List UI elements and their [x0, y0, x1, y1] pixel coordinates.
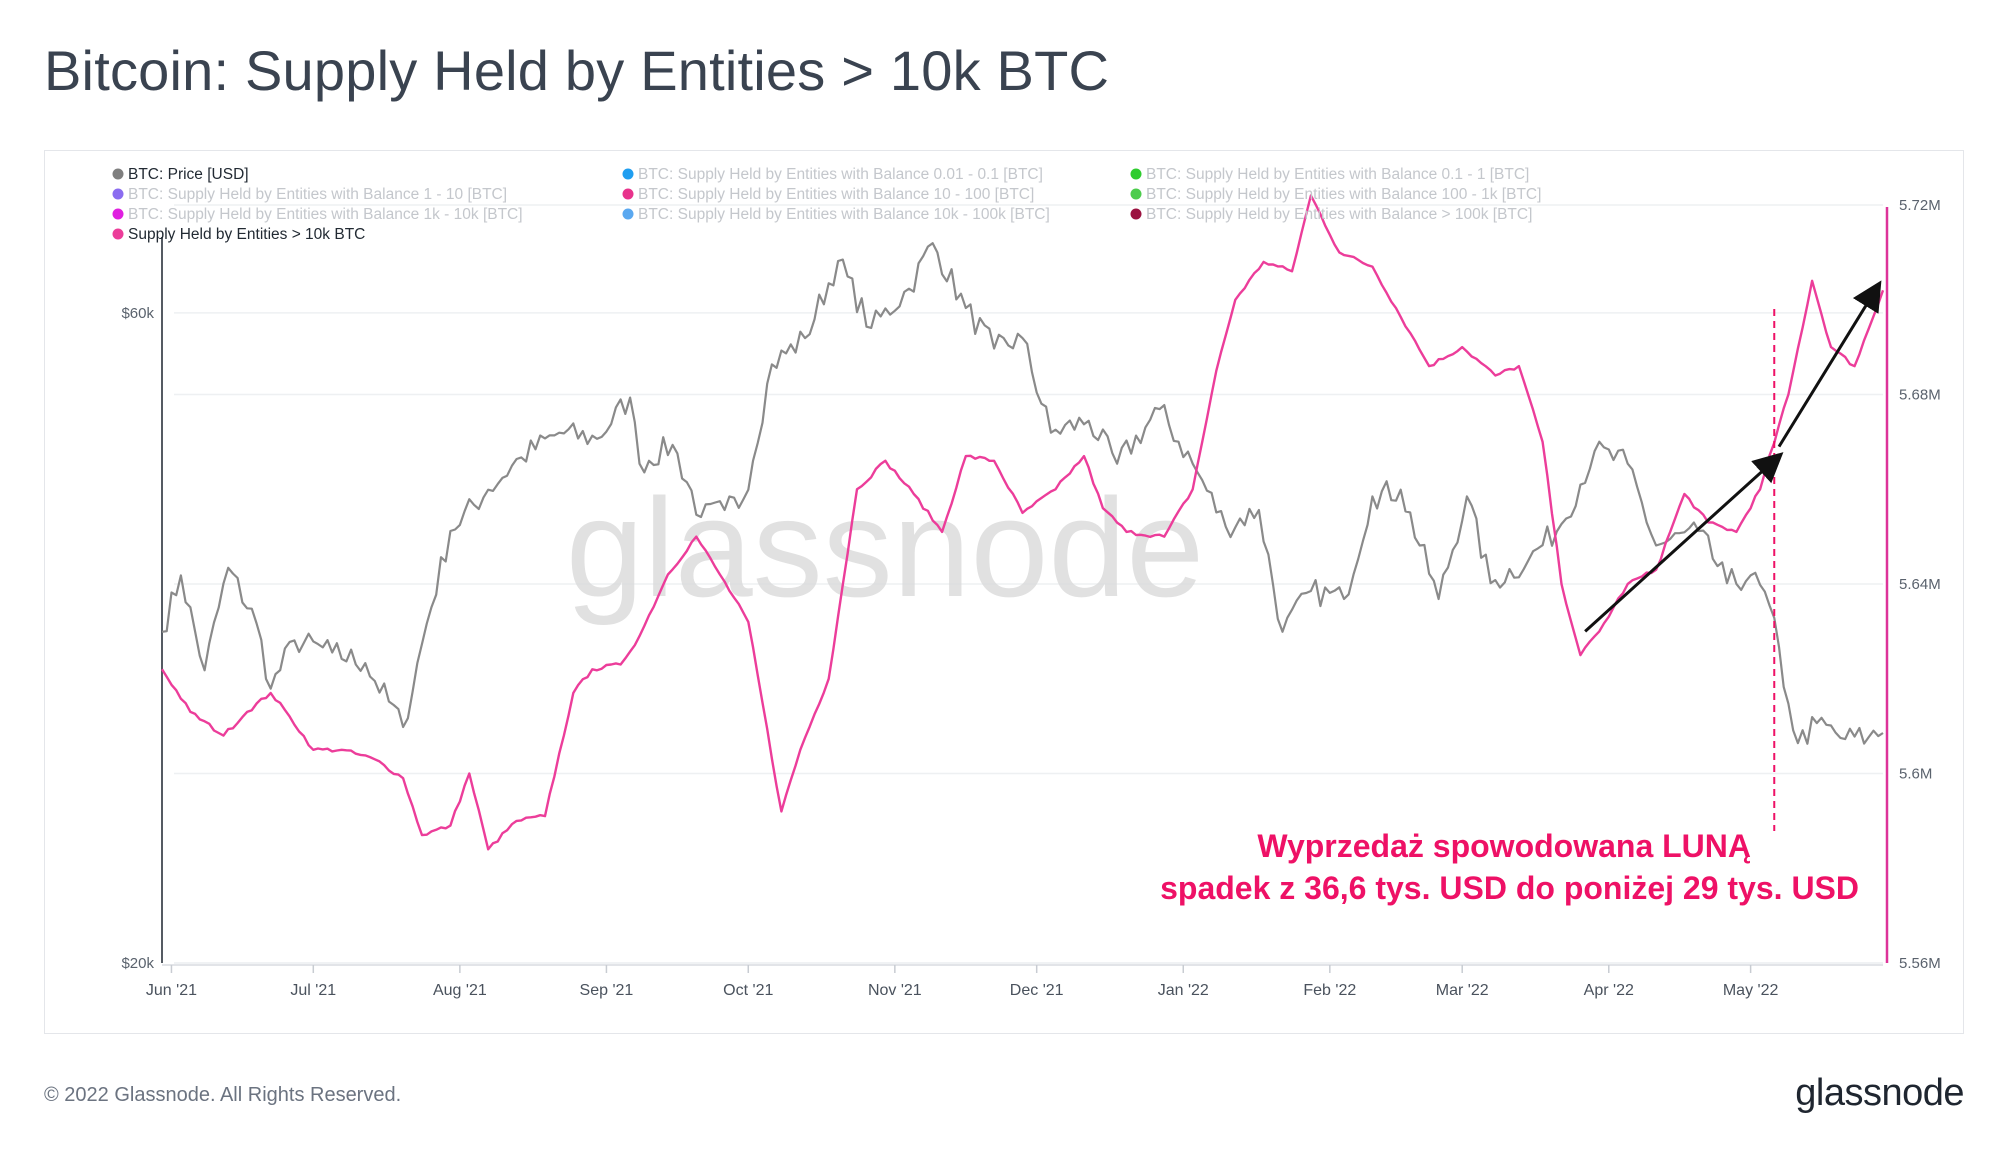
legend-label: BTC: Supply Held by Entities with Balanc…	[638, 166, 1043, 183]
x-tick-label: Jun '21	[146, 982, 197, 999]
legend-item[interactable]: BTC: Supply Held by Entities with Balanc…	[1130, 186, 1542, 203]
legend[interactable]: BTC: Price [USD] BTC: Supply Held by Enti…	[112, 166, 1542, 243]
x-tick-label: Dec '21	[1010, 982, 1064, 999]
x-tick-label: Jul '21	[290, 982, 336, 999]
x-tick-label: Aug '21	[433, 982, 487, 999]
chart-svg: glassnode $20k $60k 5.56M 5.6M 5.64M 5.68M 5.7…	[112, 166, 1941, 999]
legend-item[interactable]: BTC: Supply Held by Entities with Balanc…	[1130, 166, 1530, 183]
footer-copyright: © 2022 Glassnode. All Rights Reserved.	[44, 1084, 402, 1106]
y-right-tick-label: 5.56M	[1899, 955, 1941, 972]
trend-arrow	[1777, 280, 1882, 448]
legend-label: BTC: Supply Held by Entities with Balanc…	[638, 206, 1050, 223]
grid-lines	[174, 204, 1883, 964]
legend-swatch	[112, 188, 124, 200]
legend-swatch	[112, 208, 124, 220]
x-tick-label: Mar '22	[1436, 982, 1489, 999]
legend-item[interactable]: BTC: Supply Held by Entities with Balanc…	[622, 206, 1050, 223]
y-left-tick-label: $20k	[121, 955, 154, 972]
watermark-logo: glassnode	[566, 469, 1204, 626]
legend-swatch	[112, 168, 124, 180]
x-tick-label: Apr '22	[1584, 982, 1634, 999]
axes: $20k $60k 5.56M 5.6M 5.64M 5.68M 5.72M Jun '21 J…	[121, 197, 1940, 999]
x-tick-label: Feb '22	[1303, 982, 1356, 999]
legend-item[interactable]: BTC: Supply Held by Entities with Balanc…	[622, 186, 1035, 203]
legend-label: BTC: Supply Held by Entities with Balanc…	[128, 186, 507, 203]
trend-arrow	[1584, 452, 1784, 633]
legend-item[interactable]: BTC: Supply Held by Entities with Balanc…	[112, 186, 508, 203]
legend-label: BTC: Supply Held by Entities with Balanc…	[1146, 186, 1541, 203]
x-tick-label: Sep '21	[580, 982, 634, 999]
legend-swatch	[622, 168, 634, 180]
legend-item[interactable]: Supply Held by Entities > 10k BTC	[112, 226, 366, 243]
legend-label: BTC: Supply Held by Entities with Balanc…	[1146, 206, 1532, 223]
legend-swatch	[1130, 208, 1142, 220]
legend-label: Supply Held by Entities > 10k BTC	[128, 226, 365, 243]
x-tick-label: Nov '21	[868, 982, 922, 999]
legend-label: BTC: Supply Held by Entities with Balanc…	[1146, 166, 1529, 183]
annotation-line-1: Wyprzedaż spowodowana LUNĄ	[1257, 828, 1751, 864]
supply-series-line	[160, 194, 1885, 851]
legend-swatch	[1130, 188, 1142, 200]
annotation-line-2: spadek z 36,6 tys. USD do poniżej 29 tys…	[1160, 870, 1859, 906]
x-tick-label: Jan '22	[1158, 982, 1209, 999]
y-right-tick-label: 5.6M	[1899, 766, 1932, 783]
legend-swatch	[622, 208, 634, 220]
chart-frame: glassnode $20k $60k 5.56M 5.6M 5.64M 5.68M 5.7…	[44, 150, 1964, 1034]
legend-label: BTC: Price [USD]	[128, 166, 249, 183]
x-tick-label: Oct '21	[723, 982, 773, 999]
legend-label: BTC: Supply Held by Entities with Balanc…	[638, 186, 1034, 203]
legend-swatch	[622, 188, 634, 200]
x-tick-label: May '22	[1723, 982, 1779, 999]
legend-swatch	[1130, 168, 1142, 180]
legend-item[interactable]: BTC: Supply Held by Entities with Balanc…	[1130, 206, 1533, 223]
legend-label: BTC: Supply Held by Entities with Balanc…	[128, 206, 523, 223]
price-series-line	[161, 242, 1884, 745]
series-layer	[160, 194, 1885, 851]
footer-logo[interactable]: glassnode	[1795, 1072, 1964, 1114]
legend-item[interactable]: BTC: Price [USD]	[112, 166, 249, 183]
y-right-tick-label: 5.72M	[1899, 197, 1941, 214]
legend-item[interactable]: BTC: Supply Held by Entities with Balanc…	[622, 166, 1043, 183]
legend-item[interactable]: BTC: Supply Held by Entities with Balanc…	[112, 206, 523, 223]
legend-swatch	[112, 228, 124, 240]
y-left-tick-label: $60k	[121, 305, 154, 322]
page-title: Bitcoin: Supply Held by Entities > 10k B…	[44, 39, 1110, 102]
y-right-tick-label: 5.64M	[1899, 576, 1941, 593]
y-right-tick-label: 5.68M	[1899, 387, 1941, 404]
annotation-layer: Wyprzedaż spowodowana LUNĄ spadek z 36,6 …	[1160, 280, 1882, 906]
